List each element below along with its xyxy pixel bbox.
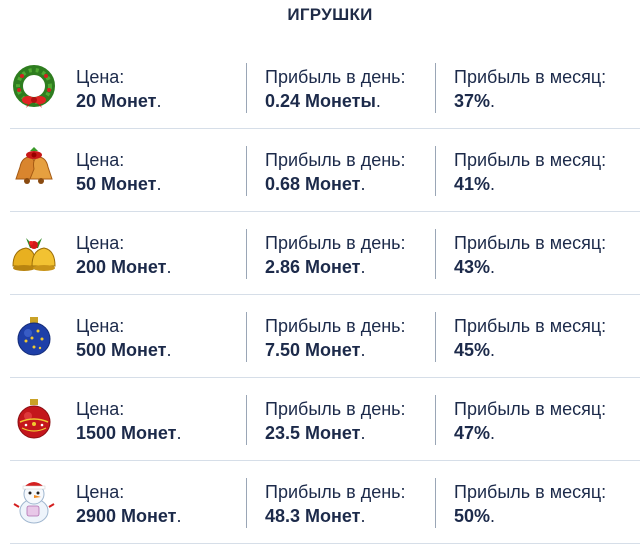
monthly-profit-value: 45% <box>454 340 491 360</box>
wreath-icon <box>13 65 55 108</box>
divider <box>246 63 247 113</box>
price-column: Цена: 50 Монет. <box>76 150 162 194</box>
price-column: Цена: 2900 Монет. <box>76 482 182 526</box>
divider <box>435 63 436 113</box>
price-label: Цена: <box>76 316 125 336</box>
price-value: 500 Монет <box>76 340 167 360</box>
monthly-profit-value: 50% <box>454 506 491 526</box>
monthly-profit-column: Прибыль в месяц: 45%. <box>454 316 607 360</box>
monthly-profit-label: Прибыль в месяц: <box>454 482 607 502</box>
toy-row-red-ornament[interactable]: Цена: 1500 Монет. Прибыль в день: 23.5 М… <box>10 377 640 461</box>
price-label: Цена: <box>76 233 125 253</box>
monthly-profit-value: 43% <box>454 257 491 277</box>
monthly-profit-label: Прибыль в месяц: <box>454 233 607 253</box>
toy-row-bells[interactable]: Цена: 50 Монет. Прибыль в день: 0.68 Мон… <box>10 128 640 212</box>
daily-profit-column: Прибыль в день: 0.24 Монеты. <box>265 67 406 111</box>
daily-profit-label: Прибыль в день: <box>265 316 406 336</box>
golden-bells-icon <box>12 238 56 271</box>
daily-profit-value: 0.24 Монеты <box>265 91 376 111</box>
price-label: Цена: <box>76 399 125 419</box>
toy-row-wreath[interactable]: Цена: 20 Монет. Прибыль в день: 0.24 Мон… <box>10 45 640 129</box>
price-label: Цена: <box>76 150 125 170</box>
monthly-profit-column: Прибыль в месяц: 41%. <box>454 150 607 194</box>
divider <box>246 312 247 362</box>
daily-profit-column: Прибыль в день: 0.68 Монет. <box>265 150 406 194</box>
daily-profit-label: Прибыль в день: <box>265 150 406 170</box>
daily-profit-label: Прибыль в день: <box>265 233 406 253</box>
divider <box>246 146 247 196</box>
red-ornament-icon <box>17 399 51 439</box>
daily-profit-value: 0.68 Монет <box>265 174 361 194</box>
monthly-profit-label: Прибыль в месяц: <box>454 316 607 336</box>
divider <box>246 395 247 445</box>
daily-profit-column: Прибыль в день: 23.5 Монет. <box>265 399 406 443</box>
monthly-profit-column: Прибыль в месяц: 47%. <box>454 399 607 443</box>
daily-profit-label: Прибыль в день: <box>265 482 406 502</box>
daily-profit-label: Прибыль в день: <box>265 399 406 419</box>
daily-profit-value: 48.3 Монет <box>265 506 361 526</box>
monthly-profit-label: Прибыль в месяц: <box>454 67 607 87</box>
price-value: 2900 Монет <box>76 506 177 526</box>
page-title: ИГРУШКИ <box>287 5 373 24</box>
price-label: Цена: <box>76 67 125 87</box>
divider <box>246 478 247 528</box>
daily-profit-column: Прибыль в день: 2.86 Монет. <box>265 233 406 277</box>
price-value: 50 Монет <box>76 174 157 194</box>
daily-profit-value: 23.5 Монет <box>265 423 361 443</box>
divider <box>435 478 436 528</box>
price-column: Цена: 1500 Монет. <box>76 399 182 443</box>
bells-icon <box>15 147 53 184</box>
monthly-profit-column: Прибыль в месяц: 50%. <box>454 482 607 526</box>
price-value: 200 Монет <box>76 257 167 277</box>
daily-profit-value: 7.50 Монет <box>265 340 361 360</box>
daily-profit-column: Прибыль в день: 7.50 Монет. <box>265 316 406 360</box>
divider <box>435 146 436 196</box>
toy-row-golden-bells[interactable]: Цена: 200 Монет. Прибыль в день: 2.86 Мо… <box>10 211 640 295</box>
price-column: Цена: 200 Монет. <box>76 233 172 277</box>
daily-profit-value: 2.86 Монет <box>265 257 361 277</box>
toy-row-blue-ornament[interactable]: Цена: 500 Монет. Прибыль в день: 7.50 Мо… <box>10 294 640 378</box>
price-column: Цена: 20 Монет. <box>76 67 162 111</box>
divider <box>435 229 436 279</box>
divider <box>435 395 436 445</box>
toy-row-snowman[interactable]: Цена: 2900 Монет. Прибыль в день: 48.3 М… <box>10 460 640 544</box>
blue-ornament-icon <box>17 317 51 356</box>
price-value: 1500 Монет <box>76 423 177 443</box>
monthly-profit-value: 47% <box>454 423 491 443</box>
monthly-profit-column: Прибыль в месяц: 37%. <box>454 67 607 111</box>
monthly-profit-label: Прибыль в месяц: <box>454 150 607 170</box>
monthly-profit-value: 37% <box>454 91 491 111</box>
price-column: Цена: 500 Монет. <box>76 316 172 360</box>
price-value: 20 Монет <box>76 91 157 111</box>
divider <box>435 312 436 362</box>
monthly-profit-label: Прибыль в месяц: <box>454 399 607 419</box>
monthly-profit-value: 41% <box>454 174 491 194</box>
price-label: Цена: <box>76 482 125 502</box>
daily-profit-label: Прибыль в день: <box>265 67 406 87</box>
snowman-icon <box>13 482 55 524</box>
divider <box>246 229 247 279</box>
monthly-profit-column: Прибыль в месяц: 43%. <box>454 233 607 277</box>
daily-profit-column: Прибыль в день: 48.3 Монет. <box>265 482 406 526</box>
